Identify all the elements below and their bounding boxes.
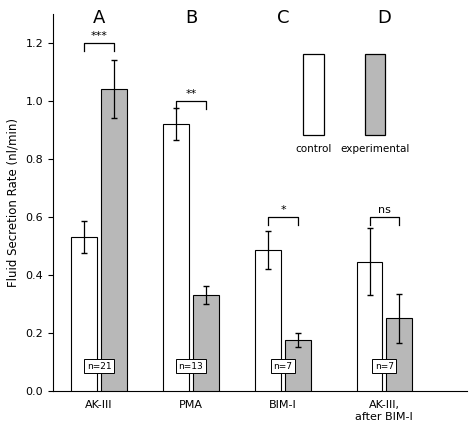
Text: B: B (185, 9, 197, 27)
Text: D: D (377, 9, 391, 27)
Y-axis label: Fluid Secretion Rate (nl/min): Fluid Secretion Rate (nl/min) (7, 118, 20, 287)
Bar (72, 237, 97, 391)
Text: A: A (93, 9, 105, 27)
Bar (285, 340, 310, 391)
Bar (193, 295, 219, 391)
Bar (303, 54, 324, 136)
Text: n=7: n=7 (375, 362, 394, 371)
Text: ***: *** (91, 31, 108, 41)
Text: **: ** (185, 89, 197, 99)
Text: ns: ns (378, 205, 391, 215)
Text: n=21: n=21 (87, 362, 111, 371)
Text: experimental: experimental (340, 144, 410, 154)
Bar (164, 124, 189, 391)
Text: *: * (280, 205, 286, 215)
Text: n=7: n=7 (273, 362, 292, 371)
Text: n=13: n=13 (179, 362, 203, 371)
Bar (101, 89, 127, 391)
Bar (356, 262, 383, 391)
Bar (255, 250, 281, 391)
Bar (386, 318, 412, 391)
Bar (365, 54, 385, 136)
Text: control: control (295, 144, 332, 154)
Text: C: C (277, 9, 289, 27)
